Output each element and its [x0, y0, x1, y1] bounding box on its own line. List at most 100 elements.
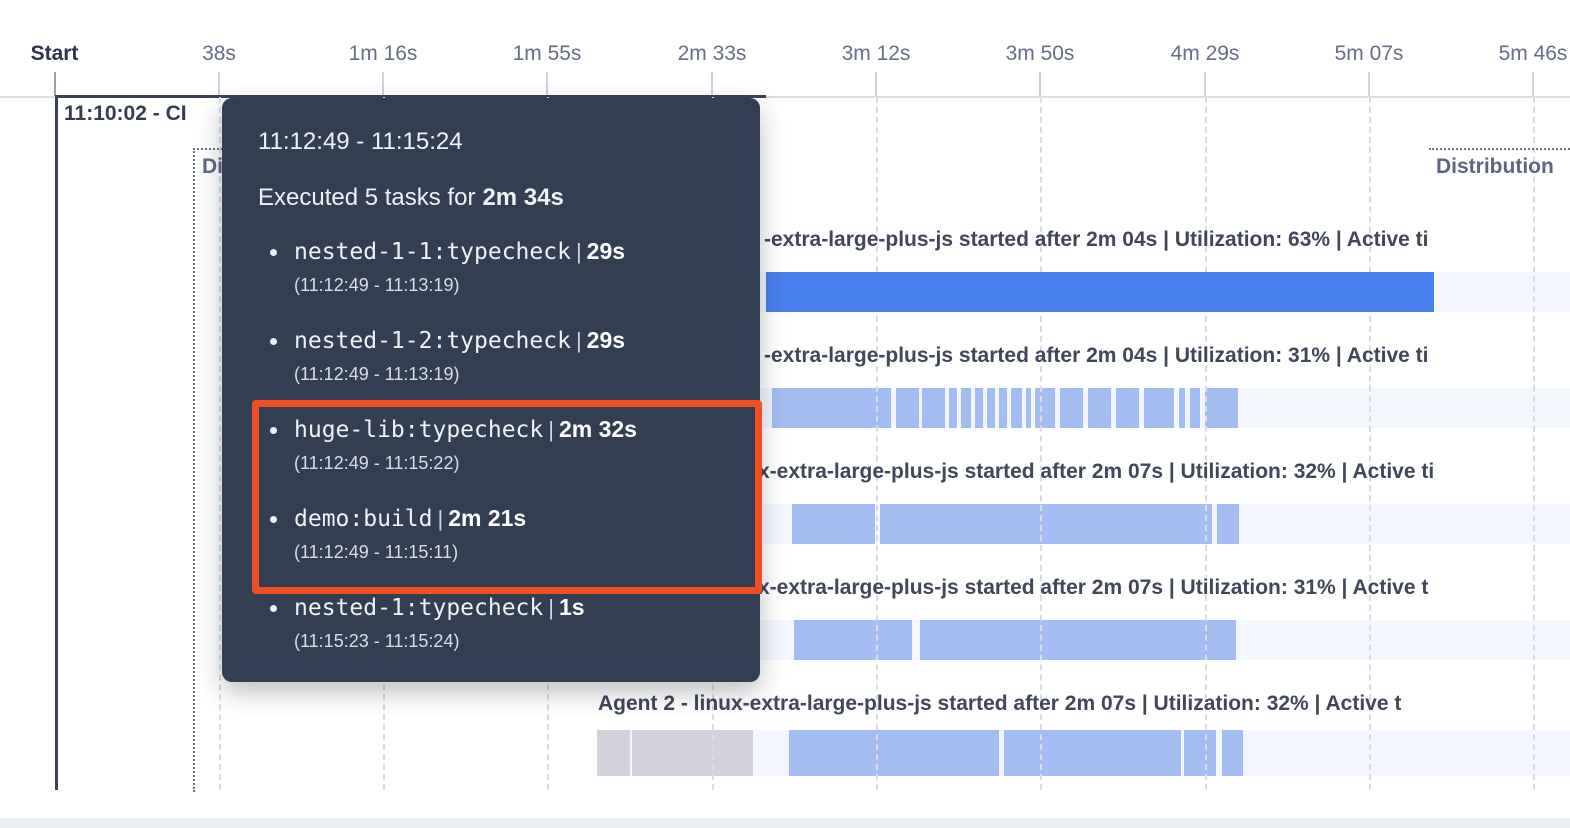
task-segment[interactable]: [789, 730, 999, 776]
task-segment[interactable]: [1026, 388, 1031, 428]
gridline: [1040, 97, 1042, 790]
tooltip-time-range: 11:12:49 - 11:15:24: [258, 128, 463, 155]
task-duration: 29s: [586, 327, 626, 353]
task-item: nested-1-1:typecheck | 29s (11:12:49 - 11:1…: [270, 238, 625, 296]
axis-tick-label: Start: [30, 42, 79, 65]
task-segment[interactable]: [597, 730, 630, 776]
axis-tick-mark: [875, 72, 877, 97]
bullet-dot: [270, 516, 277, 523]
axis-tick-label: 3m 12s: [841, 42, 911, 65]
tooltip-summary-prefix: Executed 5 tasks for: [258, 184, 476, 211]
task-segment[interactable]: [1217, 504, 1239, 544]
task-segment[interactable]: [1179, 388, 1185, 428]
axis-tick-mark: [711, 72, 713, 97]
task-segment[interactable]: [1004, 730, 1181, 776]
task-separator: |: [575, 239, 582, 264]
gridline: [1533, 97, 1535, 790]
run-label: 11:10:02 - CI: [64, 102, 187, 125]
task-separator: |: [575, 328, 582, 353]
task-segment[interactable]: [1116, 388, 1139, 428]
task-time-range: (11:12:49 - 11:13:19): [294, 275, 460, 295]
task-name: demo:build: [294, 506, 433, 532]
axis-tick-label: 1m 55s: [512, 42, 582, 65]
task-segment[interactable]: [920, 620, 1236, 660]
bullet-dot: [270, 427, 277, 434]
agent-label: -extra-large-plus-js started after 2m 04…: [764, 344, 1429, 367]
agent-label: Agent 2 - linux-extra-large-plus-js star…: [598, 692, 1402, 715]
task-segment[interactable]: [880, 504, 1212, 544]
axis-tick-mark: [1368, 72, 1370, 97]
task-segment[interactable]: [987, 388, 995, 428]
tooltip-summary: Executed 5 tasks for 2m 34s: [258, 184, 564, 212]
task-segment[interactable]: [1088, 388, 1111, 428]
bullet-dot: [270, 605, 277, 612]
axis-tick-label: 3m 50s: [1005, 42, 1075, 65]
axis-tick-label: 2m 33s: [677, 42, 747, 65]
task-separator: |: [548, 595, 554, 620]
task-segment[interactable]: [949, 388, 957, 428]
task-name: huge-lib:typecheck: [294, 417, 544, 443]
axis-tick-mark: [1204, 72, 1206, 97]
task-segment[interactable]: [961, 388, 971, 428]
task-segment[interactable]: [1190, 388, 1200, 428]
axis-baseline: [0, 96, 1570, 98]
task-time-range: (11:12:49 - 11:15:11): [294, 542, 459, 562]
task-name: nested-1-2:typecheck: [294, 328, 571, 354]
task-segment[interactable]: [975, 388, 983, 428]
phase-label-right: Distribution: [1436, 155, 1554, 178]
task-separator: |: [437, 506, 444, 531]
phase-label-left: Di: [202, 155, 223, 178]
run-box-left-border: [55, 95, 58, 790]
task-time-range: (11:12:49 - 11:15:22): [294, 453, 460, 473]
task-segment[interactable]: [1011, 388, 1022, 428]
run-box-top-border: [55, 95, 766, 98]
bullet-dot: [270, 338, 277, 345]
axis-tick-mark: [546, 72, 548, 97]
axis-tick-label: 1m 16s: [348, 42, 418, 65]
task-segment[interactable]: [794, 620, 912, 660]
task-item: demo:build | 2m 21s (11:12:49 - 11:15:11): [270, 505, 527, 563]
task-item: huge-lib:typecheck | 2m 32s (11:12:49 - 11:…: [270, 416, 637, 474]
task-item: nested-1-2:typecheck | 29s (11:12:49 - 11:1…: [270, 327, 626, 385]
gridline: [1205, 97, 1207, 790]
task-segment[interactable]: [999, 388, 1007, 428]
axis-tick-label: 5m 07s: [1334, 42, 1404, 65]
agent-label: x-extra-large-plus-js started after 2m 0…: [758, 460, 1435, 483]
task-segment[interactable]: [772, 388, 891, 428]
bullet-dot: [270, 249, 277, 256]
task-segment[interactable]: [1060, 388, 1083, 428]
bottom-edge-strip: [0, 818, 1570, 828]
task-segment[interactable]: [1184, 730, 1216, 776]
tooltip-summary-duration: 2m 34s: [482, 184, 564, 211]
axis-tick-mark: [53, 72, 56, 97]
agent-label: x-extra-large-plus-js started after 2m 0…: [758, 576, 1429, 599]
task-segment[interactable]: [1035, 388, 1055, 428]
axis-tick-mark: [218, 72, 220, 97]
phase-box-distribution-right: Distribution: [1429, 148, 1570, 190]
task-segment[interactable]: [632, 730, 753, 776]
task-segment[interactable]: [1222, 730, 1243, 776]
task-duration: 2m 21s: [448, 505, 527, 531]
agent-label: -extra-large-plus-js started after 2m 04…: [764, 228, 1429, 251]
axis-tick-mark: [382, 72, 384, 97]
gridline: [1369, 97, 1371, 790]
task-tooltip: 11:12:49 - 11:15:24 Executed 5 tasks for…: [222, 98, 762, 682]
task-segment[interactable]: [1205, 388, 1238, 428]
gridline: [876, 97, 878, 790]
task-segment[interactable]: [766, 272, 1434, 312]
task-segment[interactable]: [792, 504, 875, 544]
task-name: nested-1-1:typecheck: [294, 239, 571, 265]
task-time-range: (11:15:23 - 11:15:24): [294, 631, 460, 651]
axis-tick-label: 4m 29s: [1170, 42, 1240, 65]
task-segment[interactable]: [896, 388, 919, 428]
axis-tick-mark: [1039, 72, 1041, 97]
task-name: nested-1:typecheck: [294, 595, 544, 621]
task-time-range: (11:12:49 - 11:13:19): [294, 364, 460, 384]
task-segment[interactable]: [1144, 388, 1174, 428]
axis-tick-label: 5m 46s: [1498, 42, 1568, 65]
axis-tick-mark: [1532, 72, 1534, 97]
axis-tick-label: 38s: [202, 42, 236, 65]
task-duration: 1s: [558, 594, 585, 620]
task-segment[interactable]: [922, 388, 945, 428]
